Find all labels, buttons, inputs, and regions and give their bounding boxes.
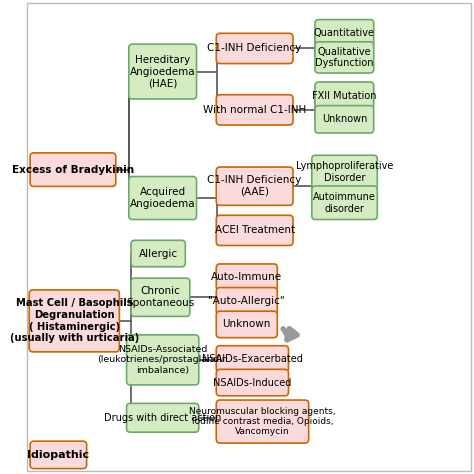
Text: C1-INH Deficiency
(AAE): C1-INH Deficiency (AAE) [208, 175, 302, 197]
Text: Drugs with direct action: Drugs with direct action [104, 413, 221, 423]
Text: Lymphoproliferative
Disorder: Lymphoproliferative Disorder [296, 161, 393, 183]
FancyBboxPatch shape [315, 42, 374, 73]
Text: Excess of Bradykinin: Excess of Bradykinin [12, 164, 134, 174]
FancyBboxPatch shape [216, 346, 289, 372]
FancyBboxPatch shape [216, 167, 293, 205]
FancyBboxPatch shape [216, 400, 309, 443]
FancyBboxPatch shape [127, 335, 199, 385]
Text: FXII Mutation: FXII Mutation [312, 91, 376, 100]
FancyBboxPatch shape [216, 369, 289, 396]
Text: NSAIDs-Induced: NSAIDs-Induced [213, 378, 292, 388]
FancyArrowPatch shape [283, 329, 297, 340]
Text: C1-INH Deficiency: C1-INH Deficiency [208, 44, 302, 54]
FancyBboxPatch shape [216, 215, 293, 246]
Text: Chronic
Spontaneous: Chronic Spontaneous [126, 286, 194, 308]
FancyBboxPatch shape [312, 155, 377, 189]
Text: Autoimmune
disorder: Autoimmune disorder [313, 192, 376, 213]
Text: Auto-Immune: Auto-Immune [211, 272, 283, 282]
FancyBboxPatch shape [315, 82, 374, 109]
Text: NSAIDs-Associated
(leukotrienes/prostaglandin
imbalance): NSAIDs-Associated (leukotrienes/prostagl… [97, 345, 228, 375]
Text: Hereditary
Angioedema
(HAE): Hereditary Angioedema (HAE) [130, 55, 195, 88]
Text: Unknown: Unknown [322, 114, 367, 124]
Text: Neuromuscular blocking agents,
Iodine contrast media, Opioids,
Vancomycin: Neuromuscular blocking agents, Iodine co… [189, 407, 336, 437]
FancyBboxPatch shape [131, 278, 190, 317]
FancyBboxPatch shape [312, 186, 377, 219]
FancyBboxPatch shape [216, 311, 277, 337]
Text: "Auto-Allergic": "Auto-Allergic" [209, 296, 285, 306]
FancyBboxPatch shape [30, 441, 87, 469]
FancyBboxPatch shape [131, 240, 185, 267]
FancyBboxPatch shape [30, 153, 116, 186]
Text: Idiopathic: Idiopathic [27, 450, 90, 460]
FancyBboxPatch shape [216, 288, 277, 314]
FancyBboxPatch shape [29, 290, 119, 352]
FancyBboxPatch shape [129, 44, 197, 99]
Text: With normal C1-INH: With normal C1-INH [203, 105, 306, 115]
FancyBboxPatch shape [127, 403, 199, 432]
Text: Mast Cell / Basophils
Degranulation
( Histaminergic)
(usually with urticaria): Mast Cell / Basophils Degranulation ( Hi… [9, 299, 139, 343]
FancyBboxPatch shape [216, 264, 277, 291]
FancyBboxPatch shape [315, 106, 374, 133]
FancyBboxPatch shape [129, 176, 197, 219]
FancyBboxPatch shape [216, 95, 293, 125]
Text: NSAIDs-Exacerbated: NSAIDs-Exacerbated [202, 354, 303, 364]
Text: Quantitative: Quantitative [314, 28, 375, 38]
Text: Allergic: Allergic [138, 248, 178, 258]
Text: Acquired
Angioedema: Acquired Angioedema [130, 187, 195, 209]
FancyBboxPatch shape [315, 19, 374, 47]
Text: Qualitative
Dysfunction: Qualitative Dysfunction [315, 46, 374, 68]
Text: ACEI Treatment: ACEI Treatment [215, 225, 295, 236]
Text: Unknown: Unknown [223, 319, 271, 329]
FancyBboxPatch shape [216, 33, 293, 64]
